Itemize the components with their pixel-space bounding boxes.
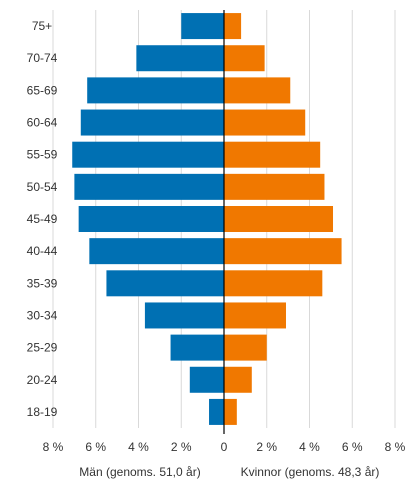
category-label-45-49: 45-49 xyxy=(27,212,58,226)
bar-right-70-74 xyxy=(224,45,265,72)
x-axis-label-right: Kvinnor (genoms. 48,3 år) xyxy=(241,465,380,479)
bar-right-60-64 xyxy=(224,109,306,136)
x-tick-label-6: 4 % xyxy=(299,440,320,454)
bar-right-40-44 xyxy=(224,238,342,265)
bar-left-18-19 xyxy=(209,398,224,425)
x-tick-labels: 8 % 6 % 4 % 2 % 0 2 % 4 % 6 % 8 % xyxy=(43,440,406,454)
x-tick-label-3: 2 % xyxy=(171,440,192,454)
bar-right-50-54 xyxy=(224,173,325,200)
category-labels: 18-19 20-24 25-29 30-34 35-39 40-44 45-49 50-54… xyxy=(27,19,58,419)
category-label-75+: 75+ xyxy=(32,19,52,33)
category-label-40-44: 40-44 xyxy=(27,244,58,258)
category-label-30-34: 30-34 xyxy=(27,308,58,322)
bars-layer xyxy=(72,13,342,425)
bar-right-75+ xyxy=(224,13,242,40)
x-axis-label-left: Män (genoms. 51,0 år) xyxy=(79,465,200,479)
bar-left-45-49 xyxy=(78,206,225,232)
category-label-55-59: 55-59 xyxy=(27,148,58,162)
bar-left-30-34 xyxy=(144,302,224,329)
x-tick-label-0: 8 % xyxy=(43,440,64,454)
bar-right-55-59 xyxy=(224,141,321,168)
x-tick-label-4: 0 xyxy=(221,440,228,454)
x-tick-label-1: 6 % xyxy=(85,440,106,454)
bar-left-40-44 xyxy=(89,238,225,265)
bar-right-65-69 xyxy=(224,77,291,104)
category-label-20-24: 20-24 xyxy=(27,373,58,387)
bar-right-18-19 xyxy=(224,398,237,425)
bar-right-30-34 xyxy=(224,302,286,329)
bar-left-50-54 xyxy=(74,173,224,200)
category-label-18-19: 18-19 xyxy=(27,405,58,419)
x-tick-label-8: 8 % xyxy=(385,440,406,454)
category-label-70-74: 70-74 xyxy=(27,51,58,65)
category-label-35-39: 35-39 xyxy=(27,276,58,290)
bar-left-70-74 xyxy=(136,45,224,72)
bar-right-45-49 xyxy=(224,206,334,232)
bar-right-35-39 xyxy=(224,270,323,297)
bar-right-20-24 xyxy=(224,366,252,393)
bar-left-20-24 xyxy=(189,366,224,393)
x-tick-label-2: 4 % xyxy=(128,440,149,454)
bar-right-25-29 xyxy=(224,334,267,361)
x-tick-label-7: 6 % xyxy=(342,440,363,454)
bar-left-60-64 xyxy=(80,109,224,136)
category-label-25-29: 25-29 xyxy=(27,341,58,355)
category-label-50-54: 50-54 xyxy=(27,180,58,194)
bar-left-55-59 xyxy=(72,141,224,168)
category-label-65-69: 65-69 xyxy=(27,83,58,97)
bar-left-65-69 xyxy=(87,77,224,104)
bar-left-75+ xyxy=(181,13,224,40)
bar-left-35-39 xyxy=(106,270,224,297)
bar-left-25-29 xyxy=(170,334,224,361)
category-label-60-64: 60-64 xyxy=(27,116,58,130)
x-tick-label-5: 2 % xyxy=(256,440,277,454)
